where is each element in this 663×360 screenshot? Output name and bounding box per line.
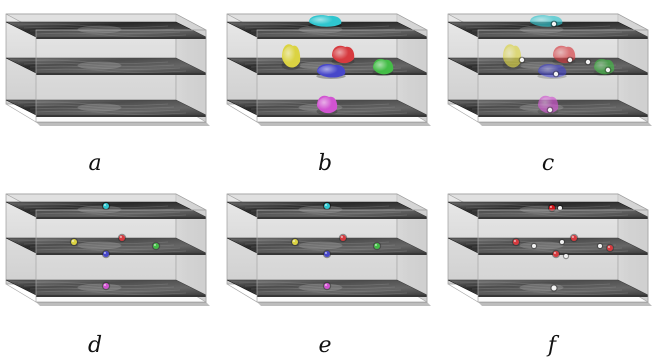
panel-c: c — [442, 0, 663, 180]
slice-middle — [447, 237, 649, 255]
slice-top — [447, 21, 649, 39]
panel-label-c: c — [541, 151, 555, 176]
stack-e — [226, 193, 431, 306]
panel-label-b: b — [317, 151, 333, 176]
point-cyan — [103, 203, 109, 209]
panel-d: d — [0, 180, 221, 360]
blob-yellow — [281, 44, 301, 70]
blob-yellow — [502, 44, 522, 70]
point-cyan — [324, 203, 330, 209]
point-white-0 — [551, 21, 557, 27]
blob-magenta — [316, 95, 338, 115]
stack-b — [226, 13, 431, 126]
stack-f — [447, 193, 652, 306]
slice-middle — [5, 237, 207, 255]
blob-green — [372, 58, 394, 77]
slice-middle — [5, 57, 207, 75]
slice-top — [226, 21, 428, 39]
blob-blue — [316, 63, 346, 79]
blob-red — [331, 45, 355, 65]
point-white-0 — [558, 206, 562, 210]
blob-cyan — [308, 15, 342, 28]
panel-a: a — [0, 0, 221, 180]
stack-d — [5, 193, 210, 306]
panel-label-f: f — [547, 333, 557, 358]
blob-magenta — [537, 95, 559, 115]
panel-label-d: d — [87, 333, 103, 358]
blob-blue — [537, 63, 567, 79]
panel-f: f — [442, 180, 663, 360]
panel-b: b — [221, 0, 442, 180]
stack-c — [447, 13, 652, 126]
panel-e: e — [221, 180, 442, 360]
panel-label-a: a — [88, 151, 102, 176]
slice-top — [226, 201, 428, 219]
panel-label-e: e — [318, 333, 332, 358]
stack-a — [5, 13, 210, 126]
blob-cyan — [529, 15, 563, 28]
